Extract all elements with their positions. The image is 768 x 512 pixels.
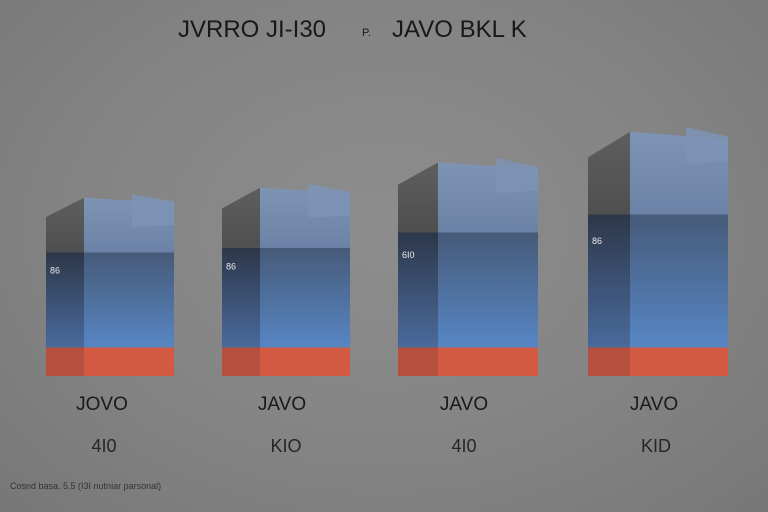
title-separator: P. [362, 27, 371, 39]
bar-column: 86 [222, 183, 350, 376]
data-label: 86 [592, 236, 602, 246]
bar-segment-top-front [588, 131, 630, 215]
bar-segment-base [84, 347, 174, 376]
bar-segment-middle [84, 252, 174, 348]
category-sublabel: KID [640, 436, 671, 456]
data-label: 6I0 [402, 250, 415, 260]
bar-segment-base-front [398, 347, 438, 376]
bar-top-highlight [496, 158, 538, 193]
bar-top-highlight [132, 194, 174, 227]
chart-title: JVRRO JI-I30 [178, 16, 327, 43]
bar-segment-base-front [588, 347, 630, 376]
bar-segment-base [630, 347, 728, 376]
bar-segment-base [260, 347, 350, 376]
category-label: JAVO [629, 394, 679, 415]
bar-column: 86 [588, 126, 728, 376]
chart-footnote: Cosnd basa. 5.5 (I3I nutniar parsonal) [10, 481, 162, 491]
bar-segment-base [438, 347, 538, 376]
bar-segment-base-front [46, 347, 84, 376]
bar-segment-middle [630, 214, 728, 348]
bar-segment-top-front [398, 162, 438, 233]
bar-segment-base-front [222, 347, 260, 376]
chart-subtitle: JAVO BKL K [392, 16, 527, 43]
bar-segment-top-front [46, 197, 84, 253]
bar-segment-middle-front [46, 252, 84, 348]
data-label: 86 [50, 265, 60, 275]
bar-segment-middle [438, 232, 538, 348]
category-sublabel: 4I0 [91, 436, 117, 456]
category-label: JOVO [76, 394, 128, 415]
bar-column: 86 [46, 194, 174, 376]
data-label: 86 [226, 262, 236, 272]
bar-segment-middle-front [222, 247, 260, 348]
category-label: JAVO [439, 394, 489, 415]
bar-segment-middle-front [588, 214, 630, 348]
bar-segment-middle [260, 247, 350, 348]
bar-segment-top-front [222, 187, 260, 248]
category-sublabel: 4I0 [451, 436, 477, 456]
category-label: JAVO [257, 394, 307, 415]
category-sublabel: KIO [270, 436, 302, 456]
bar-top-highlight [686, 126, 728, 164]
bar-top-highlight [308, 183, 350, 218]
bar-segment-middle-front [398, 232, 438, 348]
bar-column: 6I0 [398, 158, 538, 376]
